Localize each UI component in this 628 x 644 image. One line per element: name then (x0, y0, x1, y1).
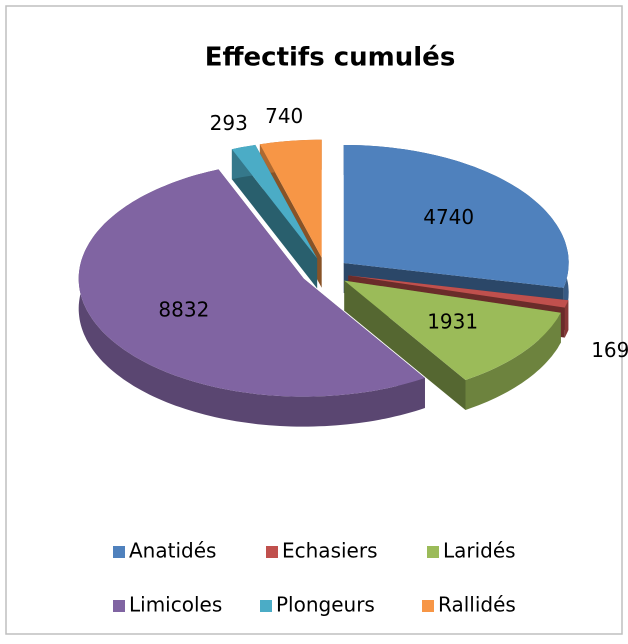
legend-label: Plongeurs (276, 593, 375, 617)
data-label: 293 (210, 111, 248, 135)
slice-top (78, 169, 425, 397)
slice-side (344, 280, 466, 410)
slice-top (343, 145, 569, 288)
slice-top (231, 144, 318, 259)
legend-swatch (266, 546, 278, 558)
data-label: 8832 (158, 298, 209, 322)
legend-swatch (113, 546, 125, 558)
legend-label: Limicoles (129, 593, 222, 617)
slice (231, 144, 318, 289)
slice-rim (78, 169, 425, 427)
slice-top (348, 275, 569, 308)
data-label: 1931 (427, 309, 478, 333)
data-label: 740 (265, 104, 303, 128)
legend-label: Anatidés (129, 539, 216, 563)
legend-swatch (113, 600, 125, 612)
legend-label: Rallidés (438, 593, 516, 617)
data-label: 4740 (423, 205, 474, 229)
slice-rim (465, 312, 561, 410)
slice-top (344, 280, 561, 380)
legend-swatch (422, 600, 434, 612)
legend-swatch (260, 600, 272, 612)
data-label: 169 (591, 338, 628, 362)
slice-rim (564, 300, 569, 338)
slice (344, 280, 561, 410)
legend-label: Laridés (443, 539, 516, 563)
slice-side (231, 149, 318, 289)
slice (78, 169, 425, 427)
slice-top (259, 139, 322, 258)
legend-swatch (427, 546, 439, 558)
chart-title: Effectifs cumulés (205, 43, 456, 73)
legend-label: Echasiers (282, 539, 378, 563)
